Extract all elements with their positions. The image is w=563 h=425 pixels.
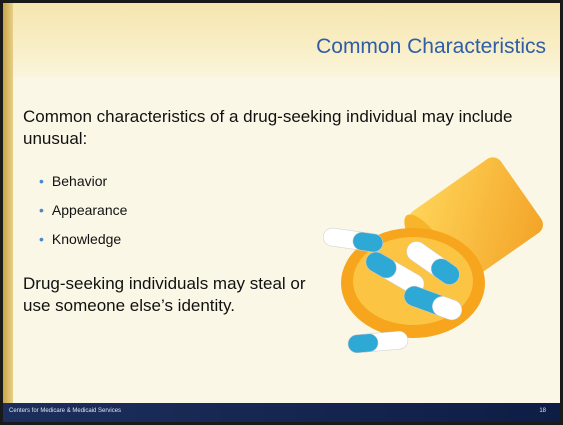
- slide-title: Common Characteristics: [316, 35, 546, 59]
- bullet-list: Behavior Appearance Knowledge: [39, 173, 127, 260]
- intro-text: Common characteristics of a drug-seeking…: [23, 106, 553, 150]
- bullet: Appearance: [39, 202, 127, 231]
- pill-bottle-image: [303, 153, 553, 368]
- left-accent: [3, 3, 13, 403]
- footer-organization: Centers for Medicare & Medicaid Services: [9, 408, 121, 414]
- slide: Common Characteristics Common characteri…: [0, 0, 563, 425]
- closing-text: Drug-seeking individuals may steal or us…: [23, 273, 313, 317]
- footer-band: Centers for Medicare & Medicaid Services…: [3, 403, 560, 422]
- page-number: 18: [539, 408, 546, 414]
- bullet: Behavior: [39, 173, 127, 202]
- bullet: Knowledge: [39, 231, 127, 260]
